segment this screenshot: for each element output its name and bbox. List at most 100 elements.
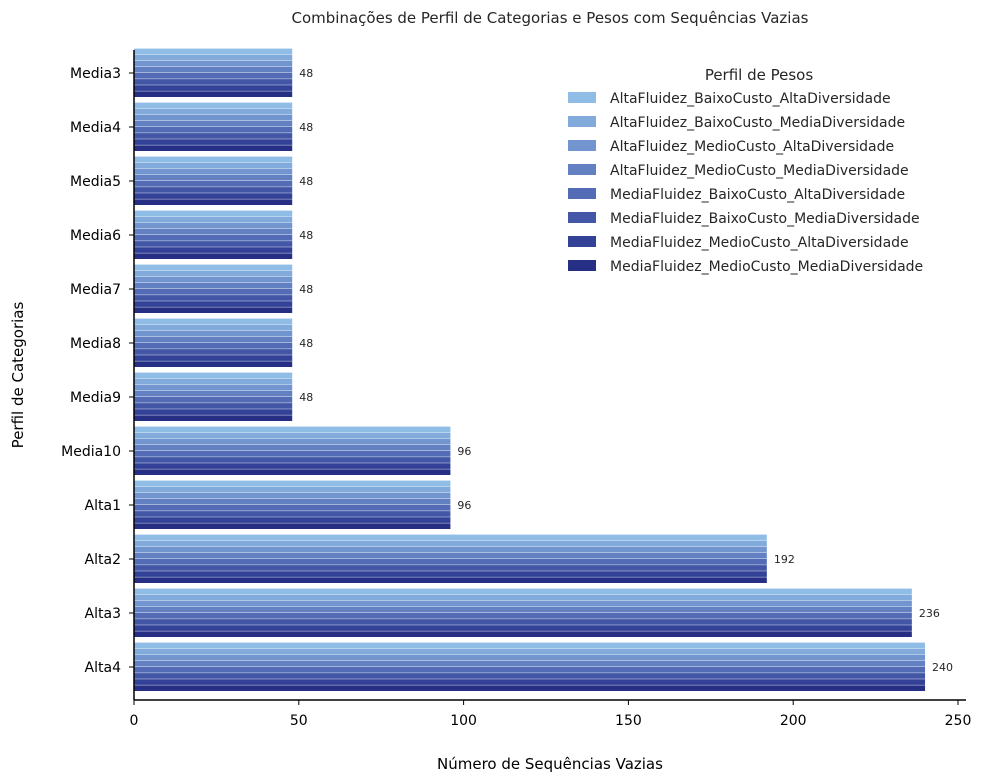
bar xyxy=(134,654,926,661)
bar xyxy=(134,511,451,517)
bar xyxy=(134,343,293,349)
bar xyxy=(134,156,293,163)
bar xyxy=(134,540,767,547)
bar xyxy=(134,66,293,73)
bar xyxy=(134,432,451,439)
bar xyxy=(134,438,451,445)
x-tick-label: 150 xyxy=(615,713,642,729)
bar xyxy=(134,85,293,91)
bar xyxy=(134,162,293,169)
bar xyxy=(134,253,293,259)
bar xyxy=(134,679,926,685)
y-tick-label: Media6 xyxy=(70,228,121,244)
bar xyxy=(134,264,293,271)
bar xyxy=(134,108,293,115)
data-label: 48 xyxy=(299,229,313,242)
bar xyxy=(134,397,293,403)
bar xyxy=(134,457,451,463)
bar xyxy=(134,546,767,553)
x-tick-label: 250 xyxy=(945,713,972,729)
bar xyxy=(134,565,767,571)
legend-swatch xyxy=(568,188,596,199)
legend-swatch xyxy=(568,116,596,127)
bar xyxy=(134,210,293,217)
bar xyxy=(134,571,767,577)
legend-swatch xyxy=(568,164,596,175)
legend-item-label: MediaFluidez_MedioCusto_MediaDiversidade xyxy=(610,259,923,275)
bar xyxy=(134,307,293,313)
data-label: 240 xyxy=(932,661,953,674)
x-tick-label: 200 xyxy=(780,713,807,729)
bar xyxy=(134,79,293,85)
bar xyxy=(134,301,293,307)
y-tick-label: Media7 xyxy=(70,282,121,298)
legend: Perfil de Pesos AltaFluidez_BaixoCusto_A… xyxy=(568,66,923,275)
y-tick-label: Media8 xyxy=(70,336,121,352)
bar xyxy=(134,355,293,361)
bar xyxy=(134,384,293,391)
legend-item-label: MediaFluidez_MedioCusto_AltaDiversidade xyxy=(610,235,909,251)
y-tick-labels: Media3 Media4 Media5 Media6 Media7 Media8 Medi… xyxy=(61,66,134,676)
data-label: 48 xyxy=(299,67,313,80)
data-label: 48 xyxy=(299,337,313,350)
legend-swatch xyxy=(568,92,596,103)
bar xyxy=(134,91,293,97)
legend-swatch xyxy=(568,140,596,151)
x-ticks: 0 50 100 150 200 250 xyxy=(130,700,972,729)
bar xyxy=(134,372,293,379)
bar xyxy=(134,247,293,253)
bar xyxy=(134,600,912,607)
bar xyxy=(134,114,293,121)
bar xyxy=(134,642,926,649)
bar xyxy=(134,235,293,241)
bar xyxy=(134,145,293,151)
bar xyxy=(134,534,767,541)
bar xyxy=(134,409,293,415)
data-label: 48 xyxy=(299,175,313,188)
data-label: 96 xyxy=(457,499,471,512)
bar xyxy=(134,594,912,601)
bar xyxy=(134,631,912,637)
y-tick-label: Alta2 xyxy=(85,552,121,568)
bar xyxy=(134,469,451,475)
bar xyxy=(134,588,912,595)
data-label: 48 xyxy=(299,121,313,134)
bar xyxy=(134,168,293,175)
bar xyxy=(134,648,926,655)
bar xyxy=(134,426,451,433)
bar xyxy=(134,625,912,631)
bar xyxy=(134,174,293,181)
y-tick-label: Media10 xyxy=(61,444,121,460)
bar xyxy=(134,270,293,277)
y-tick-label: Alta1 xyxy=(85,498,121,514)
data-label: 236 xyxy=(919,607,940,620)
bar xyxy=(134,133,293,139)
bar xyxy=(134,228,293,235)
bar xyxy=(134,330,293,337)
y-tick-label: Media5 xyxy=(70,174,121,190)
bar xyxy=(134,667,926,673)
legend-item-label: MediaFluidez_BaixoCusto_AltaDiversidade xyxy=(610,187,905,203)
x-tick-label: 100 xyxy=(450,713,477,729)
bar xyxy=(134,54,293,61)
bar xyxy=(134,486,451,493)
bar xyxy=(134,505,451,511)
bar xyxy=(134,523,451,529)
y-axis-label: Perfil de Categorias xyxy=(9,302,27,449)
bar xyxy=(134,139,293,145)
bar xyxy=(134,444,451,451)
y-tick-label: Media9 xyxy=(70,390,121,406)
bar xyxy=(134,276,293,283)
legend-title: Perfil de Pesos xyxy=(705,66,814,84)
data-label: 192 xyxy=(774,553,795,566)
bar xyxy=(134,120,293,127)
bar xyxy=(134,480,451,487)
bar xyxy=(134,102,293,109)
bar xyxy=(134,552,767,559)
bar xyxy=(134,660,926,667)
bar xyxy=(134,187,293,193)
bar xyxy=(134,48,293,55)
bar xyxy=(134,378,293,385)
bar xyxy=(134,577,767,583)
